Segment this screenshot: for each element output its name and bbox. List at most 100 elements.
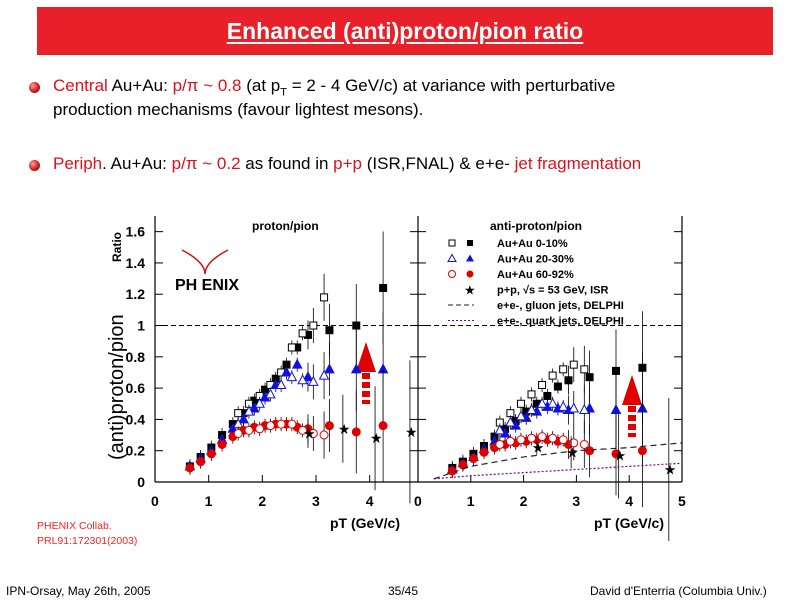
legend-label: e+e-, quark jets, DELPHI bbox=[497, 316, 624, 328]
footer-page-number: 35/45 bbox=[388, 584, 419, 598]
y-tick-label: 0.2 bbox=[126, 443, 146, 459]
data-point bbox=[287, 343, 296, 352]
data-point bbox=[568, 402, 580, 413]
data-point: ★ bbox=[532, 440, 545, 456]
data-point bbox=[379, 283, 388, 292]
data-point bbox=[558, 435, 568, 445]
x-tick-label: 4 bbox=[625, 493, 633, 509]
bullet1-line2: production mechanisms (favour lightest m… bbox=[53, 100, 424, 119]
data-point bbox=[553, 382, 562, 391]
data-point bbox=[234, 409, 243, 418]
data-point bbox=[569, 360, 578, 369]
data-point bbox=[217, 439, 227, 449]
x-tick-label: 2 bbox=[258, 493, 266, 509]
data-point bbox=[265, 388, 276, 399]
x-tick-label: 0 bbox=[151, 493, 159, 509]
legend-label: Au+Au 20-30% bbox=[497, 254, 574, 266]
data-point bbox=[325, 326, 334, 335]
data-point bbox=[324, 421, 334, 431]
title-bar: Enhanced (anti)proton/pion ratio bbox=[37, 7, 773, 55]
y-tick-label: 1.4 bbox=[126, 255, 146, 271]
legend-marker bbox=[448, 270, 456, 278]
data-point bbox=[515, 410, 527, 421]
reference-line2: PRL91:172301(2003) bbox=[37, 535, 138, 547]
data-point bbox=[351, 427, 361, 437]
data-point bbox=[610, 403, 622, 415]
legend-marker bbox=[466, 254, 474, 262]
legend-marker bbox=[466, 270, 474, 278]
x-tick-label: 1 bbox=[467, 493, 475, 509]
data-point bbox=[233, 428, 243, 438]
bullet-icon bbox=[29, 82, 40, 93]
legend-marker bbox=[448, 239, 456, 247]
data-point: ★ bbox=[614, 447, 627, 463]
y-tick-label: 1.2 bbox=[126, 286, 146, 302]
data-point bbox=[318, 369, 330, 380]
data-point bbox=[309, 321, 318, 330]
data-point bbox=[378, 421, 388, 431]
y-tick-label: 0.8 bbox=[126, 349, 146, 365]
pt-range-text: = 2 - 4 GeV/c) at variance with perturba… bbox=[286, 76, 616, 95]
jet-frag-text: jet fragmentation bbox=[514, 154, 642, 173]
footer-right: David d'Enterria (Columbia Univ.) bbox=[590, 584, 767, 598]
x-tick-label: 3 bbox=[312, 493, 320, 509]
x-tick-label: 5 bbox=[678, 493, 686, 509]
data-point bbox=[302, 371, 314, 382]
data-point bbox=[291, 358, 303, 369]
data-point bbox=[569, 438, 579, 448]
data-point bbox=[494, 424, 506, 435]
data-point bbox=[196, 457, 206, 467]
right-legend: Au+Au 0-10% Au+Au 20-30% Au+Au 60-92% ★ p+p,… bbox=[447, 238, 624, 328]
ratio-central: p/π ~ 0.8 bbox=[172, 76, 242, 95]
data-point bbox=[527, 390, 536, 399]
data-point bbox=[243, 405, 255, 416]
data-point bbox=[611, 449, 621, 459]
data-point bbox=[505, 416, 516, 427]
au-au-text: . Au+Au: bbox=[102, 154, 172, 173]
y-tick-label: 0.4 bbox=[126, 411, 146, 427]
legend-label: e+e-, gluon jets, DELPHI bbox=[497, 300, 624, 312]
phenix-logo-text: PH ENIX bbox=[175, 277, 239, 294]
y-axis-ratio-label: Ratio bbox=[110, 232, 124, 262]
as-found-text: as found in bbox=[240, 154, 334, 173]
series-line bbox=[433, 462, 683, 480]
data-point bbox=[281, 366, 292, 377]
data-point bbox=[580, 365, 589, 374]
x-tick-label: 4 bbox=[366, 493, 374, 509]
data-point bbox=[265, 421, 275, 431]
data-point: ★ bbox=[338, 421, 351, 437]
data-point bbox=[548, 371, 557, 380]
data-point bbox=[254, 397, 265, 408]
data-point bbox=[537, 432, 547, 442]
legend-label: Au+Au 0-10% bbox=[497, 238, 568, 250]
bullet2-line: Periph. Au+Au: p/π ~ 0.2 as found in p+p… bbox=[53, 154, 641, 174]
legend-label: p+p, √s = 53 GeV, ISR bbox=[497, 285, 608, 297]
pt-sub: T bbox=[280, 86, 287, 99]
data-point bbox=[308, 375, 319, 386]
left-plot-title: proton/pion bbox=[252, 219, 319, 233]
x-tick-label: 2 bbox=[520, 493, 528, 509]
data-point bbox=[350, 363, 362, 374]
data-point bbox=[244, 425, 254, 435]
x-tick-label: 1 bbox=[205, 493, 213, 509]
au-au-text: Au+Au: bbox=[107, 76, 173, 95]
slide-title: Enhanced (anti)proton/pion ratio bbox=[226, 17, 584, 44]
data-point bbox=[298, 425, 308, 435]
data-point bbox=[468, 454, 478, 464]
data-point bbox=[536, 397, 548, 408]
x-tick-label: 3 bbox=[572, 493, 580, 509]
bullet-icon bbox=[29, 160, 40, 171]
x-tick-label: 0 bbox=[414, 493, 422, 509]
data-point bbox=[287, 419, 297, 429]
data-point bbox=[516, 435, 526, 445]
data-point bbox=[275, 378, 287, 389]
red-arrow-left bbox=[356, 342, 376, 404]
data-point bbox=[238, 413, 249, 424]
series-line bbox=[433, 442, 683, 480]
data-point bbox=[297, 374, 308, 385]
x-axis-label-left: pT (GeV/c) bbox=[330, 515, 400, 531]
data-point bbox=[538, 380, 547, 389]
central-label: Central bbox=[53, 76, 108, 95]
data-point bbox=[255, 424, 265, 434]
